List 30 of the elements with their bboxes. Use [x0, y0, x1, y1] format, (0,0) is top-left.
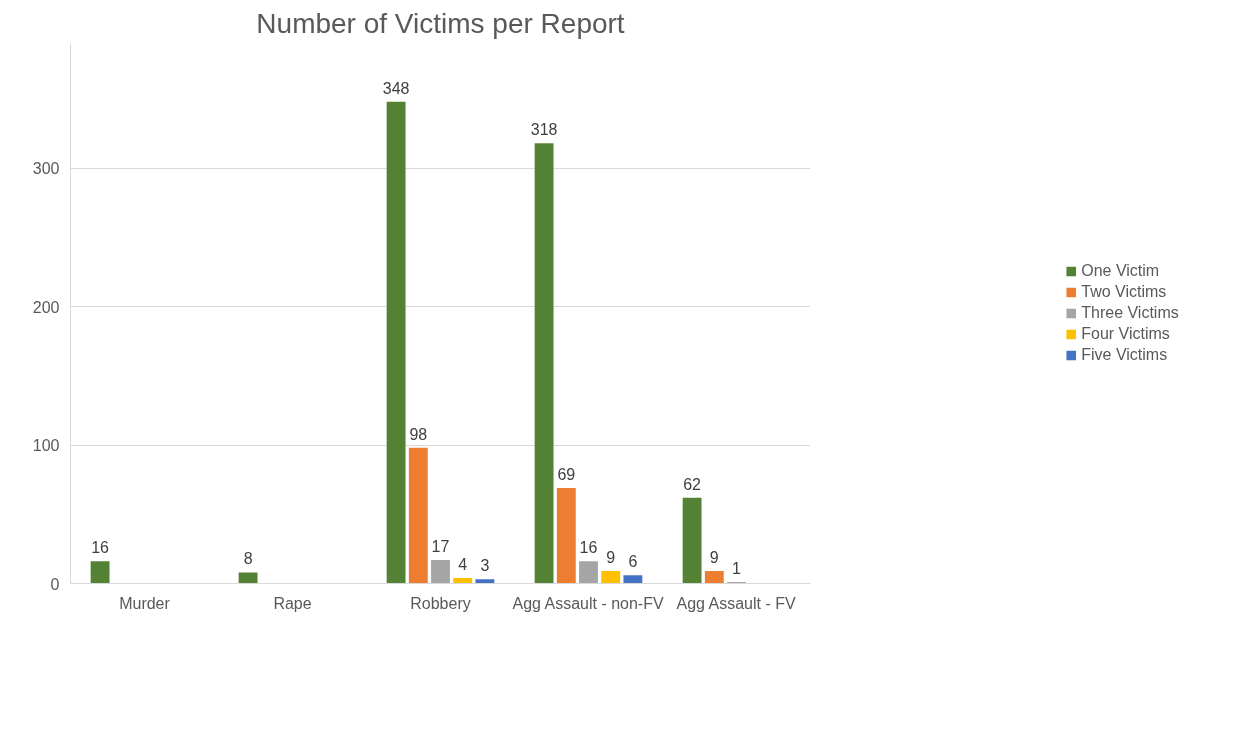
data-label: 62 [683, 475, 702, 493]
y-tick-label: 100 [32, 437, 60, 455]
data-label: 348 [382, 79, 410, 97]
data-label: 8 [243, 550, 253, 568]
x-tick-label: Agg Assault - non-FV [512, 594, 664, 612]
legend-label: One Victim [1081, 262, 1160, 280]
y-tick-label: 200 [32, 298, 60, 316]
legend-label: Two Victims [1081, 283, 1167, 301]
legend-label: Five Victims [1081, 346, 1168, 364]
legend-label: Three Victims [1081, 304, 1179, 322]
legend-label: Four Victims [1081, 325, 1170, 343]
data-label: 69 [557, 465, 576, 483]
x-tick-label: Murder [119, 594, 171, 612]
y-tick-label: 0 [50, 575, 60, 593]
data-label: 9 [709, 549, 719, 567]
chart-title: Number of Victims per Report [256, 7, 625, 39]
data-label: 1 [732, 560, 742, 578]
y-tick-label: 300 [32, 160, 60, 178]
data-label: 318 [530, 121, 558, 139]
data-label: 3 [480, 557, 490, 575]
data-label: 4 [458, 555, 468, 573]
x-tick-label: Rape [273, 594, 312, 612]
data-label: 98 [409, 425, 428, 443]
data-label: 17 [431, 537, 450, 555]
data-label: 9 [606, 549, 616, 567]
data-label: 16 [91, 539, 110, 557]
data-label: 6 [628, 553, 638, 571]
x-tick-label: Robbery [410, 594, 471, 612]
data-label: 16 [579, 539, 598, 557]
x-tick-label: Agg Assault - FV [676, 594, 796, 612]
